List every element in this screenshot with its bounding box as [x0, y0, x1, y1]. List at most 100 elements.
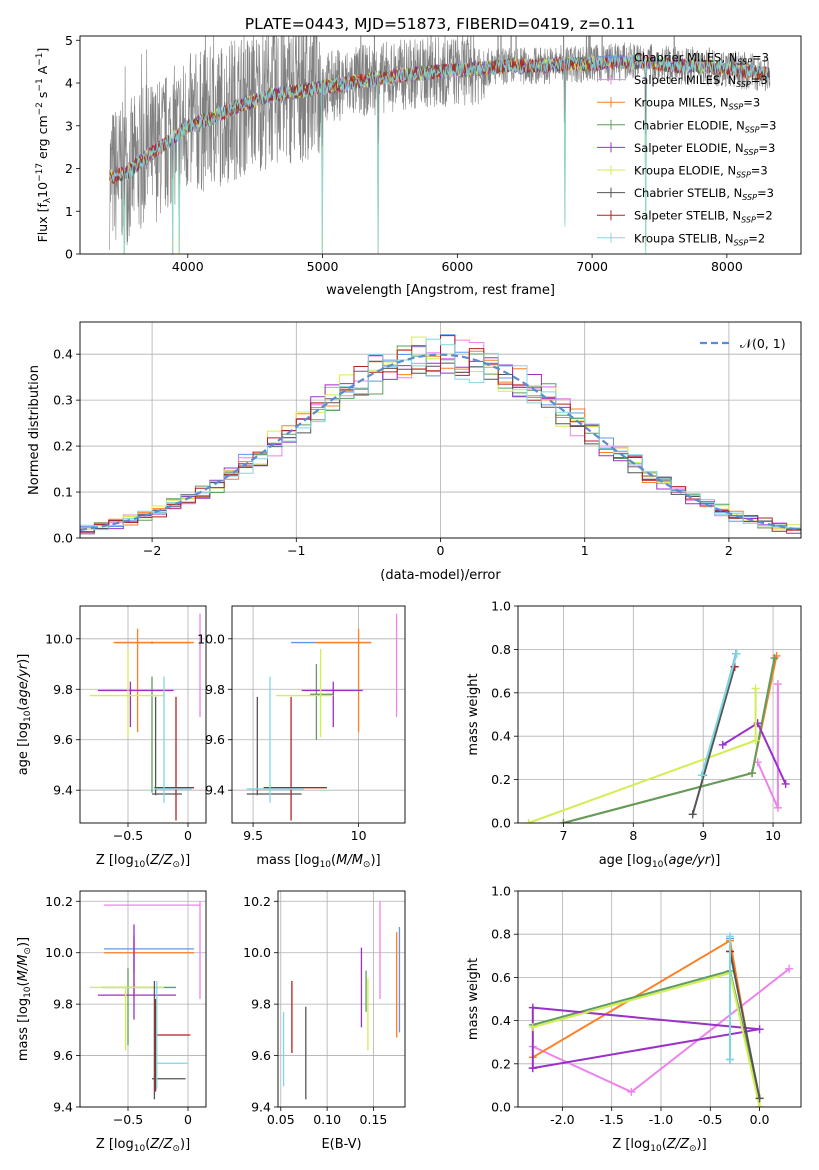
age-vs-mass-points: [246, 613, 398, 821]
legend-entry: 𝒩(0, 1): [740, 336, 786, 351]
legend-entry: Kroupa STELIB, NSSP=2: [634, 231, 765, 247]
mass-weight-vs-age-panel: 7 8 9 10 0.0 0.2 0.4 0.6 0.8 1.0 mass weight age [l…: [466, 599, 802, 870]
residuals-ylabel: Normed distribution: [27, 365, 42, 495]
ylabel-mass-weight: mass weight: [466, 958, 481, 1040]
histogram-4: [80, 354, 801, 538]
histogram-8: [80, 338, 801, 538]
x-tick-label: 8: [629, 828, 637, 843]
y-tick-label: 9.4: [251, 1100, 271, 1115]
legend-entry: Chabrier STELIB, NSSP=3: [634, 186, 774, 202]
x-tick-label: 2: [725, 543, 733, 558]
x-tick-label: 7000: [576, 259, 608, 274]
normal-reference-curve: [80, 353, 801, 531]
mass-vs-ebv-panel: 0.05 0.10 0.15 9.4 9.6 9.8 10.0 10.2 E(B-V): [243, 890, 406, 1152]
legend-entry: Kroupa MILES, NSSP=3: [634, 96, 760, 112]
y-tick-label: 9.8: [53, 997, 73, 1012]
model-spectrum-8: [109, 54, 770, 254]
x-tick-label: 8000: [711, 259, 743, 274]
y-tick-label: 0.4: [491, 729, 511, 744]
y-tick-label: 9.8: [205, 682, 225, 697]
legend-entry: Salpeter ELODIE, NSSP=3: [634, 141, 775, 157]
legend-entry: Kroupa ELODIE, NSSP=3: [634, 164, 768, 180]
y-tick-label: 10.0: [243, 945, 271, 960]
y-tick-label: 2: [65, 161, 73, 176]
y-tick-label: 3: [65, 118, 73, 133]
ylabel-mass-text: mass [log10(M/M⊙)]: [16, 937, 33, 1061]
histograms: [80, 334, 801, 538]
x-tick-label: 4000: [172, 259, 204, 274]
y-tick-label: 0.2: [491, 1056, 511, 1071]
histogram-2: [80, 350, 801, 538]
y-tick-label: 0.8: [491, 927, 511, 942]
y-tick-label: 1: [65, 204, 73, 219]
axes-frame: [79, 35, 802, 255]
y-tick-label: 0.3: [53, 393, 73, 408]
y-tick-label: 0.4: [491, 1013, 511, 1028]
residuals-panel: −2 −1 0 1 2 0.0 0.1 0.2 0.3 0.4 𝒩(0, 1) (data-model…: [27, 321, 802, 583]
y-tick-label: 0.2: [53, 439, 73, 454]
y-tick-label: 10.0: [197, 631, 225, 646]
x-tick-label: 9: [699, 828, 707, 843]
histogram-1: [80, 339, 801, 538]
ylabel-age-text: age [log10(age/yr)]: [16, 654, 33, 776]
x-tick-label: 7: [559, 828, 567, 843]
y-tick-label: 9.6: [205, 732, 225, 747]
x-tick-label: −0.5: [113, 828, 143, 843]
y-tick-label: 10.0: [45, 945, 73, 960]
ylabel-age: age [log10(age/yr)]: [16, 654, 33, 776]
axes-frame: [79, 605, 207, 824]
axes-frame: [79, 321, 802, 539]
weight-line-6: [729, 951, 761, 1099]
weight-line-2: [532, 939, 761, 1107]
x-tick-label: 0: [184, 828, 192, 843]
spectrum-xlabel: wavelength [Angstrom, rest frame]: [326, 283, 555, 298]
xlabel-metallicity: Z [log10(Z/Z⊙)]: [96, 1137, 190, 1154]
mass-vs-Z-panel: −0.5 0 9.4 9.6 9.8 10.0 10.2 Z [log10(Z/Z⊙)] mas…: [16, 890, 207, 1154]
mass-weight-vs-Z-lines: [528, 932, 794, 1107]
x-tick-label: 0: [184, 1112, 192, 1127]
axes-frame: [517, 605, 802, 824]
weight-line-6: [691, 666, 736, 815]
y-tick-label: 9.8: [251, 997, 271, 1012]
histogram-5: [80, 336, 801, 538]
weight-line-4: [722, 721, 787, 785]
y-tick-label: 1.0: [491, 884, 511, 899]
x-tick-label: 0.10: [313, 1112, 341, 1127]
axes-frame: [517, 890, 802, 1108]
legend-entry: Salpeter STELIB, NSSP=2: [634, 209, 773, 225]
x-tick-label: 9.5: [243, 828, 263, 843]
x-tick-label: −1: [287, 543, 305, 558]
y-tick-label: 4: [65, 76, 73, 91]
y-tick-label: 10.2: [243, 894, 271, 909]
y-tick-label: 5: [65, 33, 73, 48]
y-tick-label: 1.0: [491, 599, 511, 614]
mass-vs-ebv-points: [282, 901, 401, 1100]
spectrum-panel: 4000 5000 6000 7000 8000 0 1 2 3 4 5 wavelength [An…: [35, 33, 802, 298]
age-vs-mass-panel: 9.5 10 9.4 9.6 9.8 10.0 mass [log10(M/M⊙)]: [197, 605, 406, 870]
y-tick-label: 9.8: [53, 682, 73, 697]
mass-vs-Z-points: [89, 901, 201, 1100]
x-tick-label: −0.5: [113, 1112, 143, 1127]
axes-frame: [277, 890, 406, 1108]
x-tick-label: 10: [351, 828, 367, 843]
y-tick-label: 9.4: [205, 783, 225, 798]
xlabel-age: age [log10(age/yr)]: [599, 853, 721, 870]
legend-entry: Salpeter MILES, NSSP=3: [634, 73, 768, 89]
x-tick-label: -1.0: [649, 1112, 673, 1127]
x-tick-label: 0.15: [360, 1112, 388, 1127]
y-tick-label: 10.2: [45, 894, 73, 909]
y-tick-label: 0.1: [53, 485, 73, 500]
legend-entry: Chabrier MILES, NSSP=3: [634, 51, 769, 67]
spectrum-data: [109, 36, 771, 254]
spectrum-legend: Chabrier MILES, NSSP=3 Salpeter MILES, NS…: [597, 51, 776, 247]
y-tick-label: 9.6: [53, 732, 73, 747]
legend-entry: Chabrier ELODIE, NSSP=3: [634, 118, 776, 134]
age-vs-Z-panel: −0.5 0 9.4 9.6 9.8 10.0 Z [log10(Z/Z⊙)] age [lo…: [16, 605, 207, 870]
histogram-0: [80, 334, 801, 538]
y-tick-label: 9.4: [53, 783, 73, 798]
axes-frame: [79, 890, 207, 1108]
y-tick-label: 0.2: [491, 772, 511, 787]
y-tick-label: 0: [65, 247, 73, 262]
